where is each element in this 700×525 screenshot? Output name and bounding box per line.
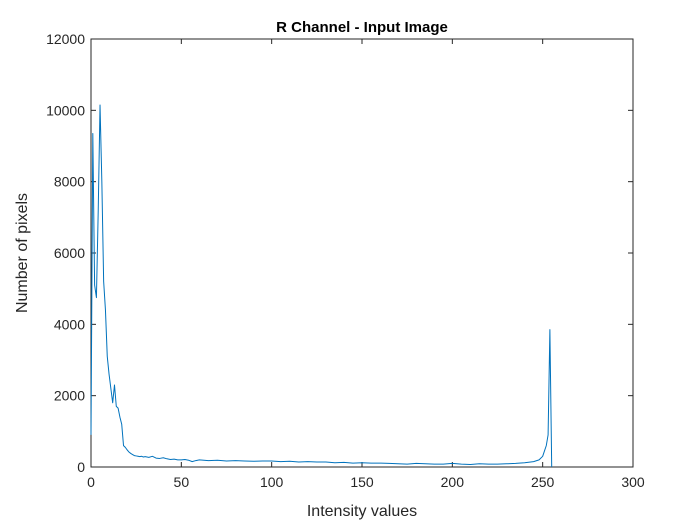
series-layer (90, 104, 553, 468)
x-axis-ticks: 0 50 100 150 200 250 300 (87, 39, 645, 490)
x-tick-label: 300 (621, 474, 645, 490)
y-tick-label: 8000 (54, 174, 85, 190)
chart-title: R Channel - Input Image (276, 19, 448, 36)
series-line (90, 104, 553, 468)
x-axis-label: Intensity values (307, 503, 417, 520)
x-tick-label: 250 (531, 474, 555, 490)
plot-area (90, 38, 634, 468)
y-tick-label: 4000 (54, 316, 85, 332)
y-tick-label: 0 (77, 459, 85, 475)
x-tick-label: 50 (174, 474, 190, 490)
y-tick-label: 6000 (54, 245, 85, 261)
y-axis-label: Number of pixels (14, 193, 31, 313)
x-tick-label: 100 (260, 474, 284, 490)
x-tick-label: 200 (441, 474, 465, 490)
y-tick-label: 2000 (54, 388, 85, 404)
y-axis-ticks: 0 2000 4000 6000 8000 10000 12000 (46, 31, 633, 475)
x-tick-label: 0 (87, 474, 95, 490)
x-tick-label: 150 (350, 474, 374, 490)
y-tick-label: 10000 (46, 102, 85, 118)
y-tick-label: 12000 (46, 31, 85, 47)
